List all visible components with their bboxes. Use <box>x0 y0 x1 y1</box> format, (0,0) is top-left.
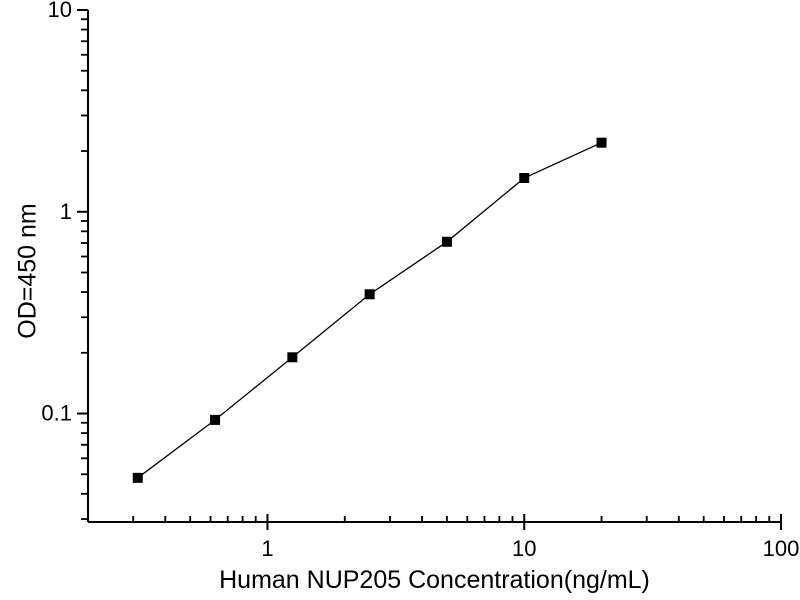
x-axis-title: Human NUP205 Concentration(ng/mL) <box>219 566 650 594</box>
x-tick-label: 100 <box>763 536 800 561</box>
data-point-marker <box>210 414 221 425</box>
x-tick-label: 1 <box>261 536 273 561</box>
data-point-marker <box>287 352 298 363</box>
y-tick-label: 10 <box>48 0 72 22</box>
y-tick-label: 0.1 <box>41 401 72 426</box>
data-point-marker <box>441 236 452 247</box>
y-tick-label: 1 <box>60 199 72 224</box>
data-point-marker <box>132 472 143 483</box>
curve-line <box>137 142 602 479</box>
x-tick-label: 10 <box>512 536 536 561</box>
data-point-marker <box>364 289 375 300</box>
data-point-marker <box>596 137 607 148</box>
y-axis-title: OD=450 nm <box>13 203 42 339</box>
data-point-marker <box>519 173 530 184</box>
